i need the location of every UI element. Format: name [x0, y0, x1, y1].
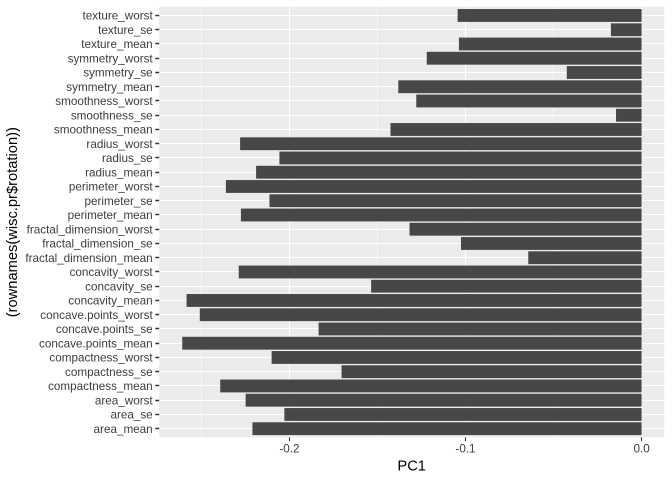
svg-text:concave.points_mean: concave.points_mean — [39, 337, 153, 350]
svg-text:radius_mean: radius_mean — [85, 166, 153, 179]
svg-text:radius_worst: radius_worst — [86, 138, 153, 151]
svg-text:fractal_dimension_se: fractal_dimension_se — [42, 238, 152, 251]
svg-text:perimeter_se: perimeter_se — [84, 195, 152, 208]
svg-text:compactness_mean: compactness_mean — [48, 380, 153, 393]
svg-text:smoothness_worst: smoothness_worst — [55, 95, 153, 108]
svg-text:radius_se: radius_se — [102, 152, 153, 165]
svg-text:compactness_worst: compactness_worst — [49, 352, 153, 365]
svg-text:area_se: area_se — [110, 409, 152, 422]
svg-text:-0.2: -0.2 — [279, 443, 299, 456]
svg-text:perimeter_worst: perimeter_worst — [69, 181, 154, 194]
svg-text:symmetry_mean: symmetry_mean — [66, 81, 152, 94]
svg-text:texture_worst: texture_worst — [83, 10, 154, 23]
svg-text:smoothness_se: smoothness_se — [71, 109, 153, 122]
svg-text:0.0: 0.0 — [633, 443, 650, 456]
svg-text:compactness_se: compactness_se — [65, 366, 153, 379]
svg-text:(rownames(wisc.pr$rotation)): (rownames(wisc.pr$rotation)) — [5, 127, 21, 317]
svg-text:smoothness_mean: smoothness_mean — [54, 124, 153, 137]
svg-text:concavity_worst: concavity_worst — [70, 266, 154, 279]
svg-text:concave.points_worst: concave.points_worst — [40, 309, 153, 322]
svg-text:texture_se: texture_se — [98, 24, 153, 37]
svg-text:fractal_dimension_mean: fractal_dimension_mean — [25, 252, 152, 265]
svg-text:concavity_se: concavity_se — [85, 280, 153, 293]
svg-text:area_mean: area_mean — [94, 423, 153, 436]
svg-text:concave.points_se: concave.points_se — [56, 323, 153, 336]
svg-text:concavity_mean: concavity_mean — [68, 295, 152, 308]
svg-text:-0.1: -0.1 — [455, 443, 475, 456]
svg-text:fractal_dimension_worst: fractal_dimension_worst — [27, 223, 154, 236]
svg-text:symmetry_worst: symmetry_worst — [68, 52, 154, 65]
svg-text:area_worst: area_worst — [95, 394, 154, 407]
svg-text:texture_mean: texture_mean — [81, 38, 152, 51]
svg-text:PC1: PC1 — [397, 459, 426, 475]
svg-text:symmetry_se: symmetry_se — [83, 67, 153, 80]
svg-text:perimeter_mean: perimeter_mean — [68, 209, 153, 222]
